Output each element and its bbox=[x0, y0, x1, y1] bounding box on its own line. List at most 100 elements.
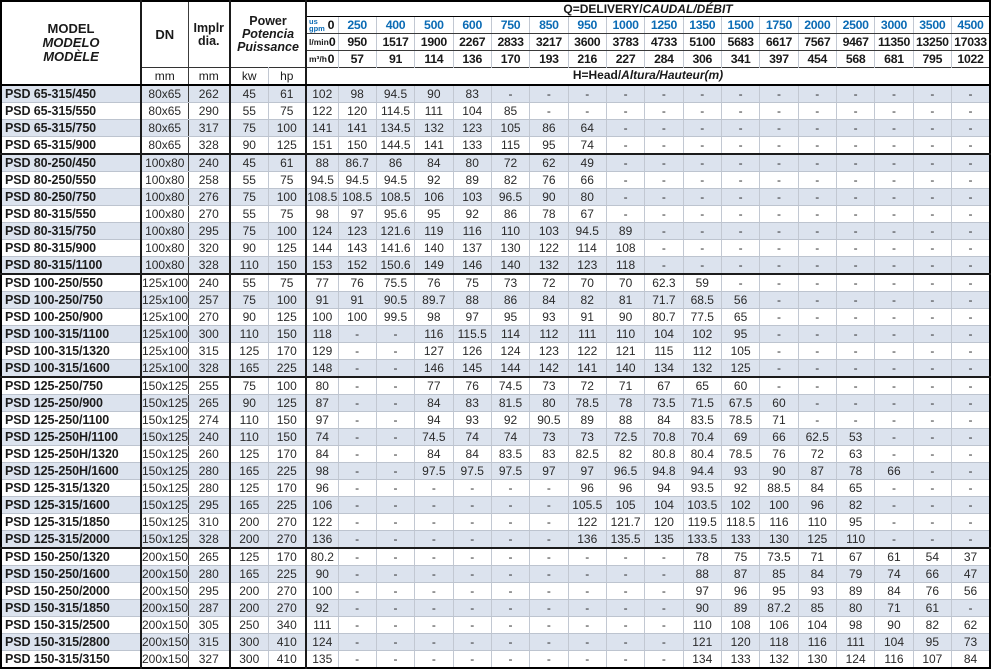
flow-header-value: 3000 bbox=[874, 16, 914, 34]
head-cell: - bbox=[568, 102, 607, 120]
hp-cell: 75 bbox=[268, 273, 307, 292]
head-cell: 95 bbox=[529, 136, 569, 155]
flow-unit-gpm: us gpm 0 bbox=[306, 16, 339, 34]
head-cell: - bbox=[759, 222, 799, 240]
flow-header-value: 2833 bbox=[491, 33, 531, 51]
flow-header-value: 114 bbox=[414, 50, 454, 68]
head-cell: 146 bbox=[414, 359, 454, 378]
head-cell: - bbox=[644, 136, 684, 155]
head-cell: 72 bbox=[798, 445, 837, 463]
head-cell: - bbox=[606, 547, 646, 566]
head-cell: - bbox=[338, 445, 377, 463]
dia-cell: 258 bbox=[188, 171, 231, 189]
head-cell: 89 bbox=[721, 599, 761, 617]
head-cell: - bbox=[529, 530, 569, 549]
dn-cell: 150x125 bbox=[141, 496, 189, 514]
head-cell: 85 bbox=[759, 565, 799, 583]
head-cell: - bbox=[798, 239, 837, 257]
model-cell: PSD 125-250H/1600 bbox=[1, 462, 142, 480]
head-cell: 97 bbox=[529, 462, 569, 480]
head-cell: 150.6 bbox=[376, 256, 416, 275]
head-cell: - bbox=[644, 633, 684, 651]
head-cell: 121 bbox=[606, 342, 646, 360]
dn-cell: 125x100 bbox=[141, 291, 189, 309]
head-cell: 93 bbox=[721, 462, 761, 480]
table-row: PSD 150-315/3150 200x150 327 300 410 135- - - - -… bbox=[1, 650, 990, 668]
hp-cell: 125 bbox=[268, 308, 307, 326]
hp-cell: 270 bbox=[268, 599, 307, 617]
head-cell: 67 bbox=[644, 376, 684, 395]
head-cell: 80 bbox=[836, 599, 876, 617]
head-cell: 121.6 bbox=[376, 222, 416, 240]
head-cell: - bbox=[759, 102, 799, 120]
head-cell: - bbox=[759, 273, 799, 292]
head-cell: - bbox=[721, 273, 761, 292]
head-cell: 67 bbox=[568, 205, 607, 223]
head-cell: - bbox=[568, 599, 607, 617]
head-cell: - bbox=[951, 496, 990, 514]
head-cell: 104 bbox=[644, 496, 684, 514]
head-cell: 56 bbox=[721, 291, 761, 309]
head-cell: - bbox=[951, 205, 990, 223]
head-cell: - bbox=[529, 84, 569, 103]
head-cell: 90 bbox=[683, 599, 722, 617]
kw-cell: 110 bbox=[230, 428, 269, 446]
kw-cell: 45 bbox=[230, 153, 269, 172]
head-cell: 90 bbox=[529, 188, 569, 206]
head-cell: - bbox=[376, 411, 416, 429]
head-cell: 130 bbox=[759, 530, 799, 549]
kw-cell: 55 bbox=[230, 102, 269, 120]
head-cell: - bbox=[606, 102, 646, 120]
head-cell: - bbox=[798, 273, 837, 292]
head-cell: 80 bbox=[306, 376, 339, 395]
head-cell: 98 bbox=[414, 308, 454, 326]
head-cell: 135 bbox=[306, 650, 339, 668]
head-cell: - bbox=[491, 84, 531, 103]
flow-header-value: 1500 bbox=[721, 16, 761, 34]
model-cell: PSD 80-250/750 bbox=[1, 188, 142, 206]
head-cell: 94 bbox=[414, 411, 454, 429]
dia-cell: 295 bbox=[188, 222, 231, 240]
delivery-title: Q=DELIVERY/CAUDAL/DÉBIT bbox=[306, 1, 990, 17]
head-cell: 85 bbox=[491, 102, 531, 120]
head-cell: 94.5 bbox=[306, 171, 339, 189]
flow-header-row-gpm: us gpm 0 250 400 500 600 750 850 950 1000 1250 135… bbox=[1, 16, 990, 34]
head-cell: - bbox=[414, 616, 454, 634]
head-cell: - bbox=[874, 153, 914, 172]
flow-header-value: 500 bbox=[414, 16, 454, 34]
head-cell: - bbox=[491, 496, 531, 514]
head-cell: - bbox=[568, 84, 607, 103]
head-cell: 115.5 bbox=[453, 325, 492, 343]
dn-cell: 125x100 bbox=[141, 359, 189, 378]
model-cell: PSD 80-315/550 bbox=[1, 205, 142, 223]
head-cell: - bbox=[683, 188, 722, 206]
head-cell: - bbox=[913, 171, 953, 189]
dn-cell: 200x150 bbox=[141, 599, 189, 617]
head-cell: - bbox=[913, 205, 953, 223]
hp-cell: 125 bbox=[268, 136, 307, 155]
flow-header-value: 11350 bbox=[874, 33, 914, 51]
head-cell: 72 bbox=[491, 153, 531, 172]
head-cell: 93 bbox=[529, 308, 569, 326]
head-cell: - bbox=[759, 205, 799, 223]
model-cell: PSD 100-315/1600 bbox=[1, 359, 142, 378]
head-cell: 135 bbox=[644, 530, 684, 549]
head-cell: - bbox=[414, 513, 454, 531]
head-cell: 149 bbox=[414, 256, 454, 275]
flow-header-value: 397 bbox=[759, 50, 799, 68]
model-cell: PSD 80-315/750 bbox=[1, 222, 142, 240]
table-row: PSD 80-315/900 100x80 320 90 125 144 143 141.6 1… bbox=[1, 239, 990, 257]
head-cell: - bbox=[529, 650, 569, 668]
dn-cell: 80x65 bbox=[141, 119, 189, 137]
head-cell: 53 bbox=[836, 428, 876, 446]
head-cell: 111 bbox=[836, 633, 876, 651]
flow-header-value: 91 bbox=[376, 50, 416, 68]
head-cell: - bbox=[951, 599, 990, 617]
head-cell: - bbox=[721, 102, 761, 120]
head-cell: 71.7 bbox=[644, 291, 684, 309]
head-cell: 66 bbox=[874, 462, 914, 480]
head-cell: 84 bbox=[414, 153, 454, 172]
head-cell: - bbox=[529, 547, 569, 566]
head-cell: - bbox=[721, 188, 761, 206]
